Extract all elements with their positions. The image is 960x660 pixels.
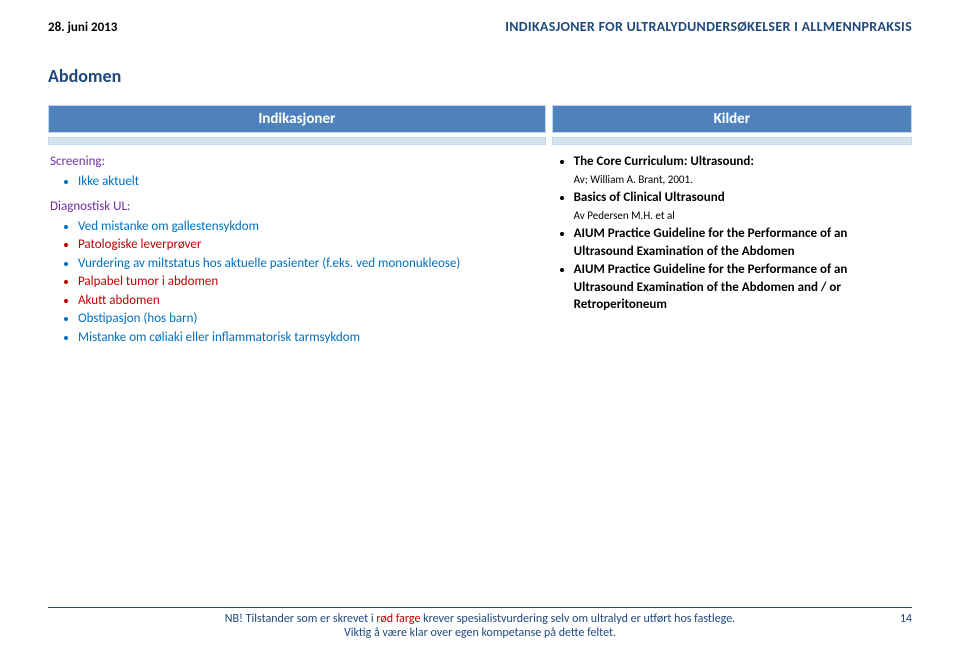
- source-sub: Av Pedersen M.H. et al: [574, 209, 675, 222]
- list-item: Akutt abdomen: [78, 292, 544, 310]
- source-main: AIUM Practice Guideline for the Performa…: [574, 262, 848, 312]
- header-title: INDIKASJONER FOR ULTRALYDUNDERSØKELSER I…: [505, 18, 912, 35]
- sources-list: The Core Curriculum: Ultrasound: Av; Will…: [574, 153, 910, 314]
- divider-left: [48, 137, 546, 145]
- header-date: 28. juni 2013: [48, 20, 117, 35]
- section-title: Abdomen: [48, 65, 912, 87]
- list-item: Patologiske leverprøver: [78, 236, 544, 254]
- content-row: Screening: Ikke aktuelt Diagnostisk UL: …: [48, 147, 912, 358]
- footer-text: NB! Tilstander som er skrevet i rød farg…: [78, 612, 882, 640]
- col-header-indikasjoner: Indikasjoner: [48, 105, 546, 133]
- divider-right: [552, 137, 912, 145]
- page: 28. juni 2013 INDIKASJONER FOR ULTRALYDU…: [0, 0, 960, 660]
- list-item: Obstipasjon (hos barn): [78, 310, 544, 328]
- list-item: Ved mistanke om gallestensykdom: [78, 218, 544, 236]
- list-item: Vurdering av miltstatus hos aktuelle pas…: [78, 255, 544, 273]
- source-item: AIUM Practice Guideline for the Performa…: [574, 225, 910, 260]
- screening-head: Screening:: [50, 153, 544, 171]
- source-main: The Core Curriculum: Ultrasound:: [574, 154, 754, 169]
- footer: NB! Tilstander som er skrevet i rød farg…: [48, 607, 912, 640]
- list-item: Palpabel tumor i abdomen: [78, 273, 544, 291]
- source-main: Basics of Clinical Ultrasound: [574, 190, 725, 205]
- sources-cell: The Core Curriculum: Ultrasound: Av; Will…: [552, 147, 912, 358]
- source-item: AIUM Practice Guideline for the Performa…: [574, 261, 910, 314]
- screening-list: Ikke aktuelt: [78, 173, 544, 191]
- source-item: Basics of Clinical Ultrasound Av Pedersen…: [574, 189, 910, 224]
- indications-cell: Screening: Ikke aktuelt Diagnostisk UL: …: [48, 147, 546, 358]
- footer-line1-post: krever spesialistvurdering selv om ultra…: [420, 612, 735, 626]
- source-item: The Core Curriculum: Ultrasound: Av; Will…: [574, 153, 910, 188]
- divider-bar: [48, 137, 912, 145]
- page-number: 14: [882, 612, 912, 626]
- list-item: Ikke aktuelt: [78, 173, 544, 191]
- footer-line2: Viktig å være klar over egen kompetanse …: [344, 626, 616, 640]
- page-header: 28. juni 2013 INDIKASJONER FOR ULTRALYDU…: [48, 18, 912, 35]
- source-main: AIUM Practice Guideline for the Performa…: [574, 226, 848, 259]
- footer-line1-red: rød farge: [376, 612, 420, 626]
- diagnostic-head: Diagnostisk UL:: [50, 198, 544, 216]
- col-header-kilder: Kilder: [552, 105, 912, 133]
- diagnostic-list: Ved mistanke om gallestensykdomPatologis…: [78, 218, 544, 347]
- indications-table: Indikasjoner Kilder Screening: Ikke aktu…: [48, 105, 912, 358]
- list-item: Mistanke om cøliaki eller inflammatorisk…: [78, 329, 544, 347]
- footer-line1-pre: NB! Tilstander som er skrevet i: [225, 612, 377, 626]
- source-sub: Av; William A. Brant, 2001.: [574, 173, 693, 186]
- column-headers: Indikasjoner Kilder: [48, 105, 912, 133]
